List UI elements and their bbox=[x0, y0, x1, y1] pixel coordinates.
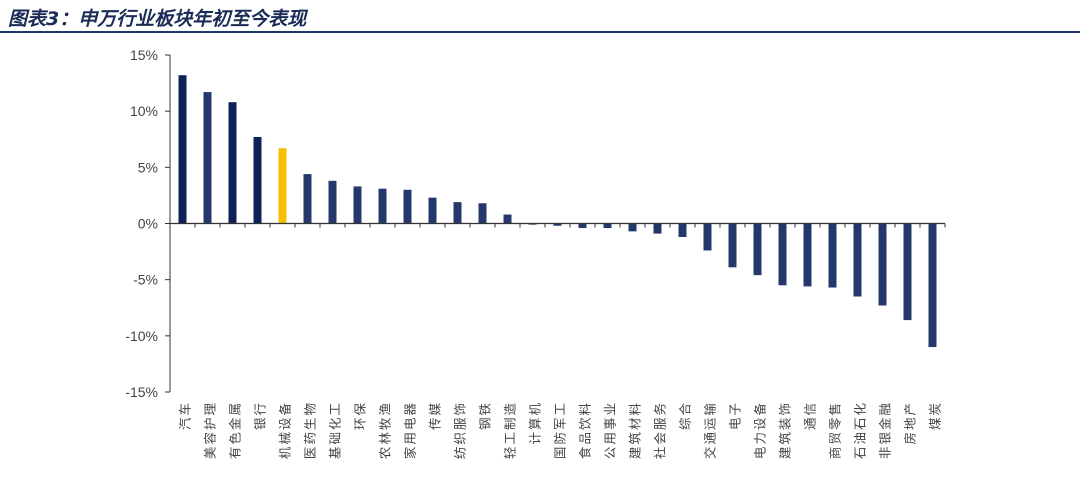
y-tick-label: 15% bbox=[130, 47, 158, 63]
title-bar: 图表3：申万行业板块年初至今表现 bbox=[0, 0, 1080, 33]
x-category-label: 电力设备 bbox=[753, 401, 768, 459]
bar-10 bbox=[403, 189, 412, 224]
bar-7 bbox=[328, 180, 337, 224]
bar-6 bbox=[303, 174, 312, 224]
x-category-label: 纺织服饰 bbox=[453, 401, 468, 459]
x-category-label: 计算机 bbox=[528, 401, 543, 445]
bar-11 bbox=[428, 197, 437, 224]
bar-17 bbox=[578, 223, 587, 228]
x-category-label: 汽车 bbox=[178, 401, 193, 430]
bar-12 bbox=[453, 202, 462, 224]
bar-14 bbox=[503, 214, 512, 224]
x-category-label: 家用电器 bbox=[403, 401, 418, 459]
bar-22 bbox=[703, 223, 712, 251]
x-category-label: 美容护理 bbox=[203, 401, 218, 459]
bar-8 bbox=[353, 186, 362, 224]
bar-9 bbox=[378, 188, 387, 224]
x-category-label: 交通运输 bbox=[703, 401, 718, 459]
x-category-label: 环保 bbox=[353, 401, 368, 430]
bar-30 bbox=[903, 223, 912, 321]
bar-16 bbox=[553, 223, 562, 226]
y-tick-label: 0% bbox=[138, 216, 158, 232]
x-category-label: 医药生物 bbox=[303, 401, 318, 459]
x-category-label: 传媒 bbox=[428, 401, 443, 430]
x-category-label: 电子 bbox=[728, 401, 743, 430]
bars-layer bbox=[178, 75, 937, 348]
x-category-label: 社会服务 bbox=[653, 401, 668, 459]
bar-19 bbox=[628, 223, 637, 232]
x-category-label: 轻工制造 bbox=[503, 401, 518, 459]
y-tick-label: -15% bbox=[125, 384, 158, 400]
x-category-label: 石油石化 bbox=[853, 401, 868, 459]
y-tick-label: 5% bbox=[138, 159, 158, 175]
bar-5 bbox=[278, 148, 287, 224]
bar-3 bbox=[228, 102, 237, 224]
x-category-label: 商贸零售 bbox=[828, 401, 843, 459]
y-tick-labels: 15% 10% 5% 0% -5% -10% -15% bbox=[125, 47, 158, 400]
x-category-labels: 汽车美容护理有色金属银行机械设备医药生物基础化工环保农林牧渔家用电器传媒纺织服饰… bbox=[178, 401, 943, 459]
x-category-label: 银行 bbox=[253, 401, 268, 430]
x-category-label: 建筑装饰 bbox=[778, 401, 793, 459]
x-category-label: 钢铁 bbox=[478, 401, 493, 430]
x-category-label: 公用事业 bbox=[603, 401, 618, 459]
y-tick-label: -10% bbox=[125, 328, 158, 344]
x-category-label: 煤炭 bbox=[928, 401, 943, 430]
bar-28 bbox=[853, 223, 862, 297]
bar-29 bbox=[878, 223, 887, 306]
x-category-label: 非银金融 bbox=[878, 401, 893, 459]
bar-26 bbox=[803, 223, 812, 287]
title-divider bbox=[0, 31, 1080, 33]
x-category-label: 房地产 bbox=[903, 401, 918, 445]
x-category-label: 农林牧渔 bbox=[378, 401, 393, 459]
bar-25 bbox=[778, 223, 787, 286]
bar-21 bbox=[678, 223, 687, 237]
bar-23 bbox=[728, 223, 737, 268]
bar-4 bbox=[253, 137, 262, 224]
y-tick-label: -5% bbox=[133, 272, 158, 288]
x-category-label: 国防军工 bbox=[553, 401, 568, 459]
y-tick-label: 10% bbox=[130, 103, 158, 119]
bar-27 bbox=[828, 223, 837, 288]
x-category-label: 机械设备 bbox=[278, 401, 293, 459]
bar-2 bbox=[203, 92, 212, 224]
bar-24 bbox=[753, 223, 762, 276]
x-category-label: 基础化工 bbox=[328, 401, 343, 459]
bar-18 bbox=[603, 223, 612, 228]
bar-31 bbox=[928, 223, 937, 348]
x-category-label: 通信 bbox=[803, 401, 818, 430]
x-category-label: 建筑材料 bbox=[628, 401, 643, 459]
x-category-label: 有色金属 bbox=[228, 401, 243, 459]
bar-1 bbox=[178, 75, 187, 224]
chart-title: 图表3：申万行业板块年初至今表现 bbox=[8, 8, 307, 30]
axes-layer bbox=[165, 54, 946, 393]
x-category-label: 食品饮料 bbox=[578, 401, 593, 459]
bar-20 bbox=[653, 223, 662, 234]
x-category-label: 综合 bbox=[678, 401, 693, 430]
bar-13 bbox=[478, 203, 487, 224]
